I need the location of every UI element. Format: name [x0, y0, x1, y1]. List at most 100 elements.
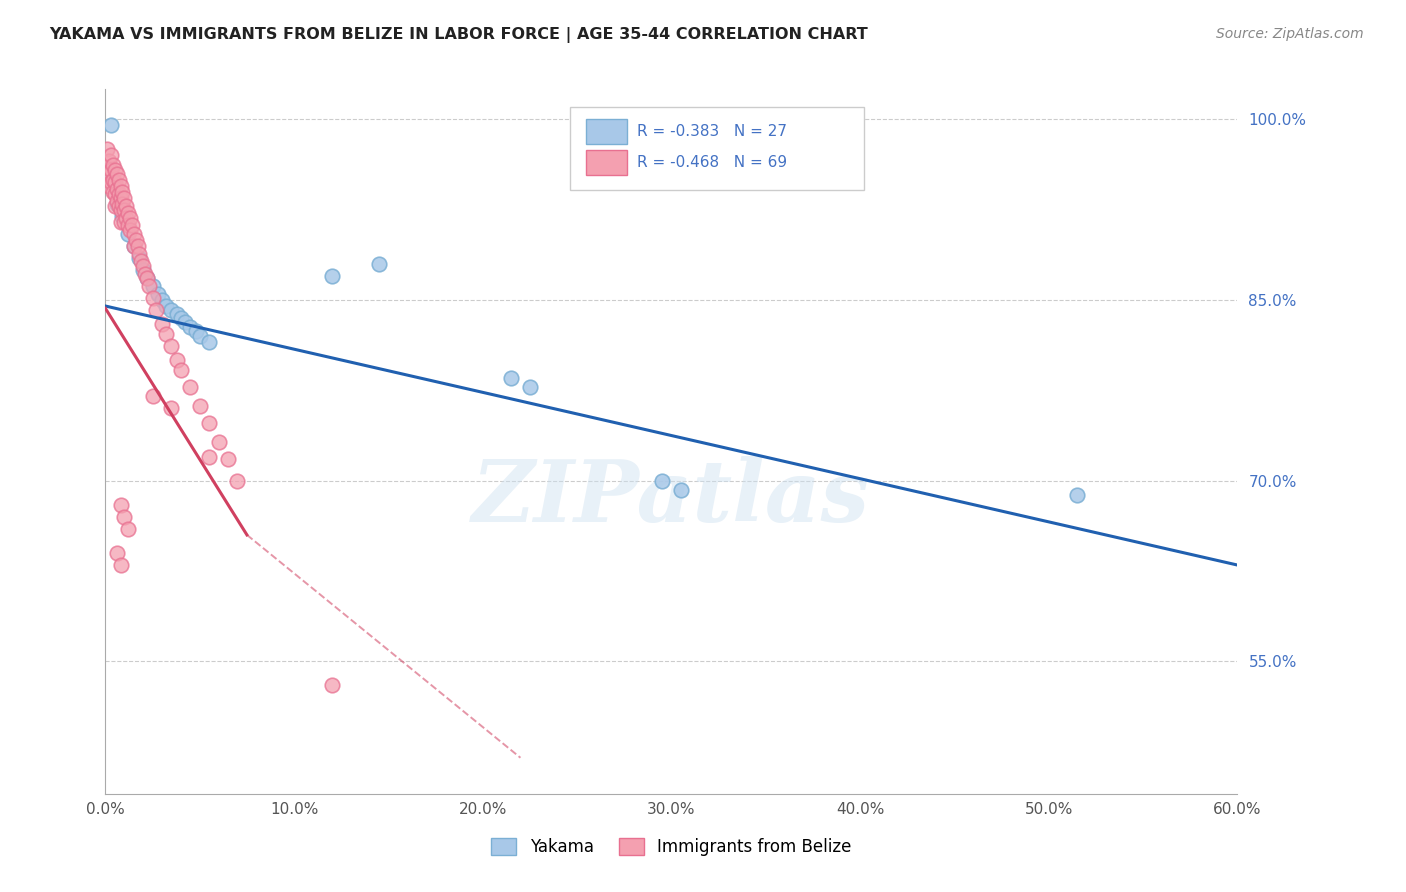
Text: R = -0.383   N = 27: R = -0.383 N = 27	[637, 124, 787, 139]
Point	[142, 278, 165, 293]
Point	[112, 509, 135, 524]
Point	[111, 209, 134, 223]
Point	[122, 239, 145, 253]
Point	[122, 239, 145, 253]
Point	[117, 522, 139, 536]
Point	[134, 267, 156, 281]
Point	[105, 546, 128, 560]
Point	[100, 175, 122, 189]
Point	[124, 233, 146, 247]
Point	[129, 254, 152, 268]
Text: Source: ZipAtlas.com: Source: ZipAtlas.com	[1216, 27, 1364, 41]
FancyBboxPatch shape	[586, 150, 627, 175]
Point	[101, 185, 124, 199]
Point	[104, 186, 127, 201]
Point	[179, 380, 201, 394]
Point	[111, 196, 134, 211]
Point	[98, 154, 121, 169]
Point	[188, 399, 211, 413]
Point	[98, 178, 121, 193]
Point	[128, 247, 150, 261]
Point	[107, 172, 129, 186]
Point	[669, 483, 692, 498]
Point	[150, 293, 173, 307]
Point	[115, 199, 138, 213]
Point	[112, 191, 135, 205]
Point	[117, 206, 139, 220]
Point	[321, 268, 343, 283]
Point	[145, 302, 167, 317]
Text: R = -0.468   N = 69: R = -0.468 N = 69	[637, 155, 787, 170]
Text: ZIPatlas: ZIPatlas	[472, 456, 870, 540]
Point	[121, 219, 143, 233]
Point	[105, 182, 128, 196]
Legend: Yakama, Immigrants from Belize: Yakama, Immigrants from Belize	[485, 831, 858, 863]
Point	[132, 263, 155, 277]
Point	[122, 227, 145, 241]
Point	[107, 199, 129, 213]
FancyBboxPatch shape	[586, 119, 627, 145]
Point	[110, 558, 132, 572]
Point	[117, 219, 139, 233]
Point	[198, 416, 221, 430]
Point	[136, 271, 159, 285]
Point	[160, 302, 183, 317]
Point	[105, 194, 128, 209]
Point	[226, 474, 249, 488]
FancyBboxPatch shape	[569, 107, 863, 190]
Point	[1066, 488, 1088, 502]
Point	[160, 401, 183, 416]
Point	[110, 178, 132, 193]
Point	[160, 339, 183, 353]
Point	[110, 498, 132, 512]
Point	[208, 435, 231, 450]
Point	[117, 227, 139, 241]
Point	[107, 186, 129, 201]
Point	[118, 211, 141, 225]
Point	[104, 162, 127, 177]
Point	[132, 260, 155, 274]
Point	[96, 143, 118, 157]
Point	[188, 329, 211, 343]
Point	[155, 326, 177, 341]
Point	[105, 167, 128, 181]
Point	[100, 162, 122, 177]
Point	[173, 315, 195, 329]
Point	[499, 371, 522, 385]
Point	[110, 215, 132, 229]
Point	[115, 211, 138, 225]
Point	[100, 119, 122, 133]
Point	[98, 167, 121, 181]
Point	[138, 278, 160, 293]
Point	[96, 161, 118, 175]
Point	[217, 452, 239, 467]
Point	[179, 319, 201, 334]
Point	[136, 271, 159, 285]
Point	[104, 199, 127, 213]
Point	[184, 324, 207, 338]
Point	[112, 215, 135, 229]
Point	[142, 291, 165, 305]
Point	[150, 317, 173, 331]
Point	[101, 158, 124, 172]
Point	[127, 239, 149, 253]
Point	[166, 353, 188, 368]
Point	[128, 251, 150, 265]
Point	[110, 191, 132, 205]
Point	[321, 678, 343, 692]
Point	[118, 223, 141, 237]
Point	[198, 450, 221, 464]
Point	[170, 363, 193, 377]
Point	[101, 172, 124, 186]
Point	[368, 257, 391, 271]
Point	[166, 308, 188, 322]
Point	[651, 474, 673, 488]
Point	[198, 335, 221, 350]
Point	[100, 148, 122, 162]
Point	[104, 175, 127, 189]
Point	[170, 311, 193, 326]
Point	[519, 380, 541, 394]
Point	[142, 389, 165, 403]
Point	[105, 196, 128, 211]
Point	[155, 299, 177, 313]
